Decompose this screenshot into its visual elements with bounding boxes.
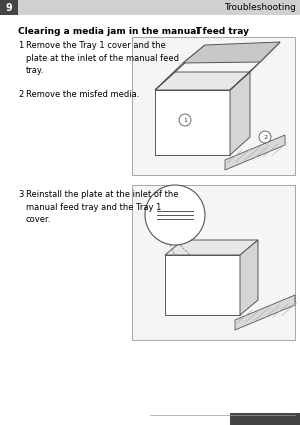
- Bar: [165, 255, 240, 315]
- Circle shape: [145, 185, 205, 245]
- Text: Reinstall the plate at the inlet of the
manual feed tray and the Tray 1
cover.: Reinstall the plate at the inlet of the …: [26, 190, 178, 224]
- Polygon shape: [230, 42, 280, 90]
- Text: Remove the misfed media.: Remove the misfed media.: [26, 90, 140, 99]
- Text: T: T: [196, 27, 202, 36]
- Polygon shape: [230, 72, 250, 155]
- Text: Troubleshooting: Troubleshooting: [224, 3, 296, 12]
- Bar: [155, 90, 230, 155]
- Bar: [0, 0, 18, 15]
- Text: 2: 2: [18, 90, 23, 99]
- Text: 3: 3: [18, 190, 23, 199]
- Polygon shape: [165, 240, 258, 255]
- Polygon shape: [155, 72, 250, 90]
- Text: 1: 1: [18, 41, 23, 50]
- Text: Remove the Tray 1 cover and the
plate at the inlet of the manual feed
tray.: Remove the Tray 1 cover and the plate at…: [26, 41, 179, 75]
- Text: Clearing a media jam in the manual feed tray: Clearing a media jam in the manual feed …: [18, 27, 249, 36]
- Polygon shape: [240, 240, 258, 315]
- Polygon shape: [235, 295, 295, 330]
- Text: 9: 9: [6, 3, 12, 12]
- Text: 2: 2: [263, 134, 267, 139]
- Text: 1: 1: [183, 117, 187, 122]
- Circle shape: [259, 131, 271, 143]
- Circle shape: [179, 114, 191, 126]
- Bar: [132, 185, 295, 340]
- Bar: [132, 37, 295, 175]
- Bar: [230, 413, 300, 425]
- Polygon shape: [225, 135, 285, 170]
- Polygon shape: [183, 42, 280, 63]
- Polygon shape: [155, 45, 205, 90]
- Bar: [0, 0, 300, 15]
